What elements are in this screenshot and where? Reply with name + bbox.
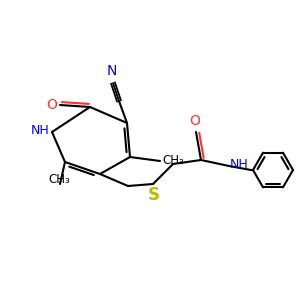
Text: CH₃: CH₃ [48, 173, 70, 186]
Text: NH: NH [30, 124, 49, 137]
Text: N: N [107, 64, 117, 78]
Text: O: O [46, 98, 57, 112]
Text: S: S [148, 186, 160, 204]
Text: NH: NH [230, 158, 249, 172]
Text: O: O [190, 114, 200, 128]
Text: CH₃: CH₃ [162, 154, 184, 167]
